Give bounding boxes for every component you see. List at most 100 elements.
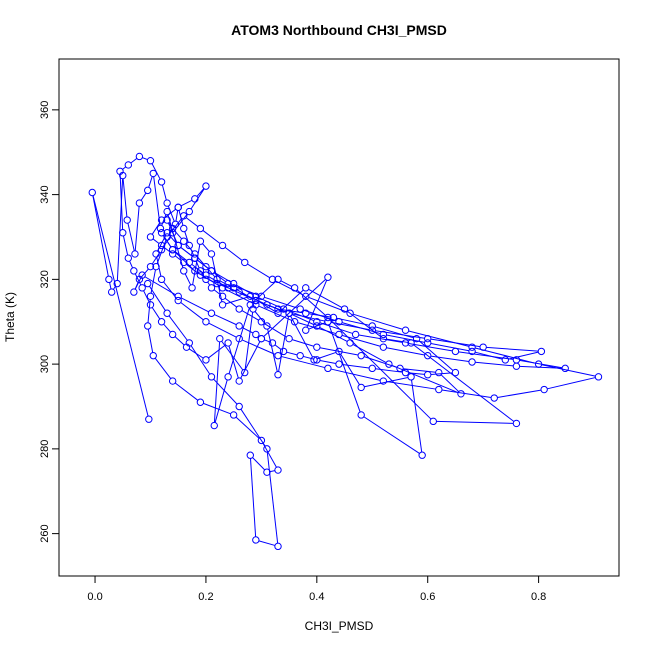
data-point xyxy=(424,334,432,343)
series-segment xyxy=(92,195,149,417)
data-point xyxy=(257,318,266,326)
data-point xyxy=(152,250,160,258)
data-point xyxy=(235,305,243,313)
data-point xyxy=(163,207,171,216)
data-point xyxy=(457,390,465,398)
series-segment xyxy=(130,158,138,164)
data-point xyxy=(163,233,171,241)
series-segment xyxy=(214,314,237,326)
data-point xyxy=(202,271,210,279)
data-point xyxy=(424,371,432,379)
data-point xyxy=(290,284,299,292)
data-point xyxy=(257,334,266,343)
series-segment xyxy=(274,344,282,350)
series-segment xyxy=(264,339,270,343)
data-point xyxy=(368,326,376,334)
data-point xyxy=(88,188,96,197)
data-point xyxy=(185,339,193,347)
data-point xyxy=(263,468,271,476)
data-point xyxy=(252,330,260,339)
data-point xyxy=(188,284,196,292)
data-point xyxy=(379,334,388,343)
series-segment xyxy=(122,178,128,217)
series-segment xyxy=(286,351,298,356)
data-point xyxy=(224,339,232,347)
series-segment xyxy=(180,199,193,207)
data-point xyxy=(324,273,332,281)
series-segment xyxy=(308,288,342,308)
data-point xyxy=(144,186,152,195)
series-segment xyxy=(236,288,254,300)
series-segment xyxy=(375,330,425,339)
series-segment xyxy=(202,230,221,244)
x-axis-label: CH3I_PMSD xyxy=(305,619,374,633)
series-segment xyxy=(319,322,353,334)
series-segment xyxy=(319,359,336,365)
series-segment xyxy=(116,178,124,281)
data-point xyxy=(401,339,410,347)
series-segment xyxy=(140,192,147,201)
data-point xyxy=(279,305,288,313)
series-segment xyxy=(475,361,514,367)
data-point xyxy=(149,169,157,178)
data-point xyxy=(135,152,144,161)
series-segment xyxy=(161,184,167,201)
data-point xyxy=(379,330,388,339)
data-point xyxy=(274,371,282,379)
data-point xyxy=(534,360,543,368)
data-point xyxy=(235,288,243,296)
data-point xyxy=(168,250,177,258)
series-segment xyxy=(153,176,161,226)
data-point xyxy=(501,356,510,364)
data-point xyxy=(185,241,193,250)
series-segment xyxy=(225,288,254,304)
series-segment xyxy=(266,451,279,544)
data-point xyxy=(313,343,321,351)
data-point xyxy=(180,224,188,233)
x-tick-label: 0.6 xyxy=(420,591,435,603)
series-segment xyxy=(113,286,116,290)
series-segment xyxy=(441,389,492,399)
series-segment xyxy=(263,279,326,337)
data-point xyxy=(241,368,249,377)
data-point xyxy=(146,157,155,165)
data-point xyxy=(435,385,443,394)
data-point xyxy=(418,451,426,459)
data-point xyxy=(490,394,498,402)
series-segment xyxy=(168,315,188,341)
data-point xyxy=(113,279,121,288)
series-segment xyxy=(240,408,266,447)
data-point xyxy=(346,339,354,347)
data-point xyxy=(145,415,153,423)
series-segment xyxy=(167,214,184,268)
series-segment xyxy=(149,286,166,311)
series-segment xyxy=(411,379,423,453)
series-segment xyxy=(316,351,337,360)
data-point xyxy=(324,313,332,322)
series-segment xyxy=(436,420,514,424)
data-point xyxy=(138,271,146,279)
data-point xyxy=(130,288,138,296)
data-point xyxy=(252,292,260,301)
data-point xyxy=(346,309,354,317)
series-segment xyxy=(208,344,226,359)
data-point xyxy=(357,351,365,360)
data-point xyxy=(285,334,293,343)
series-segment xyxy=(163,247,171,253)
series-segment xyxy=(352,344,387,364)
series-segment xyxy=(174,336,185,346)
data-point xyxy=(180,267,188,275)
data-point xyxy=(168,224,177,233)
data-point xyxy=(229,284,238,292)
series-segment xyxy=(386,338,408,343)
series-segment xyxy=(286,309,315,322)
data-point xyxy=(202,262,210,271)
data-point xyxy=(218,292,227,301)
series-segment xyxy=(408,342,453,352)
data-point xyxy=(252,296,260,305)
data-point xyxy=(235,322,243,330)
y-tick-label: 360 xyxy=(39,101,51,119)
data-point xyxy=(218,284,227,292)
series-segment xyxy=(319,347,359,356)
data-point xyxy=(202,275,210,284)
